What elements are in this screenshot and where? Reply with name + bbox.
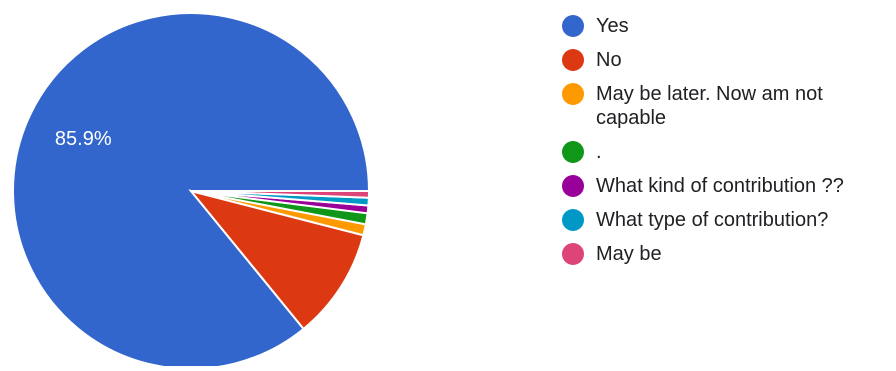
pie-slice-2 xyxy=(188,189,365,331)
legend-item-type: What type of contribution? xyxy=(562,208,892,232)
legend-label-later: May be later. Now am not capable xyxy=(596,83,823,129)
legend-swatch-yes xyxy=(562,15,584,37)
legend: Yes No May be later. Now am not capable … xyxy=(562,14,892,276)
pie-slice-7 xyxy=(190,190,371,199)
legend-label-yes: Yes xyxy=(596,15,629,37)
legend-swatch-dot xyxy=(562,141,584,163)
legend-item-dot: . xyxy=(562,140,892,164)
legend-label-dot: . xyxy=(596,141,602,163)
legend-label-kind: What kind of contribution ?? xyxy=(596,175,844,197)
legend-item-kind: What kind of contribution ?? xyxy=(562,174,892,198)
legend-label-may-be: May be xyxy=(596,243,662,265)
legend-swatch-may-be xyxy=(562,243,584,265)
pie-label-1: 85.9% xyxy=(55,128,112,150)
legend-label-type: What type of contribution? xyxy=(596,209,829,231)
legend-swatch-no xyxy=(562,49,584,71)
legend-label-no: No xyxy=(596,49,622,71)
legend-swatch-kind xyxy=(562,175,584,197)
legend-swatch-type xyxy=(562,209,584,231)
legend-swatch-later xyxy=(562,83,584,105)
legend-item-later: May be later. Now am not capable xyxy=(562,82,892,130)
legend-item-yes: Yes xyxy=(562,14,892,38)
legend-item-no: No xyxy=(562,48,892,72)
legend-item-may-be: May be xyxy=(562,242,892,266)
